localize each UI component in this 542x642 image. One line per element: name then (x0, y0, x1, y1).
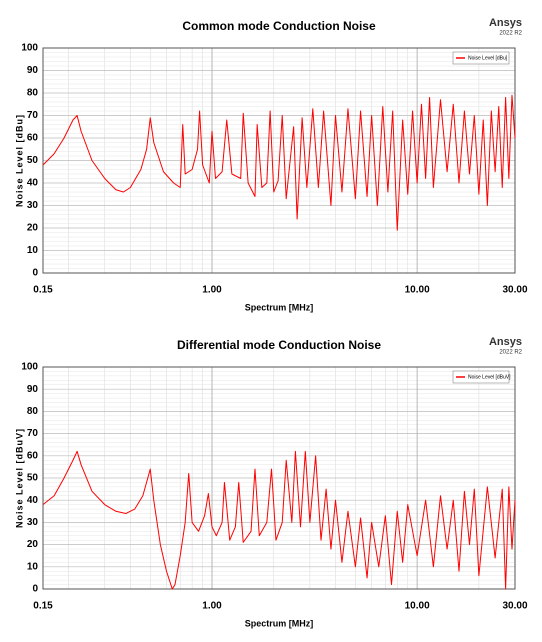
chart-title: Common mode Conduction Noise (182, 19, 376, 33)
legend-box (452, 51, 510, 65)
y-tick-label: 40 (27, 178, 39, 189)
y-tick-label: 60 (27, 450, 39, 461)
y-tick-label: 70 (27, 428, 39, 439)
y-tick-label: 0 (32, 268, 38, 279)
y-tick-label: 10 (27, 245, 39, 256)
data-line (42, 450, 516, 590)
y-tick-label: 50 (27, 155, 39, 166)
x-tick-label: 0.15 (33, 601, 53, 612)
x-tick-label: 1.00 (202, 601, 222, 612)
y-axis-label: Noise Level [dBu] (14, 114, 24, 207)
x-axis-label: Spectrum [MHz] (245, 618, 314, 628)
y-tick-label: 90 (27, 65, 39, 76)
y-tick-label: 30 (27, 517, 39, 528)
y-tick-label: 20 (27, 223, 39, 234)
x-tick-label: 0.15 (33, 285, 53, 296)
watermark-sub: 2022 R2 (499, 350, 522, 356)
y-tick-label: 40 (27, 495, 39, 506)
y-tick-label: 100 (21, 362, 38, 373)
watermark-sub: 2022 R2 (499, 31, 522, 37)
y-tick-label: 50 (27, 473, 39, 484)
data-line (42, 94, 516, 231)
x-tick-label: 30.00 (502, 601, 527, 612)
x-tick-label: 30.00 (502, 285, 527, 296)
y-tick-label: 100 (21, 43, 38, 54)
chart-title: Differential mode Conduction Noise (177, 338, 381, 352)
x-tick-label: 10.00 (405, 601, 430, 612)
y-tick-label: 30 (27, 200, 39, 211)
x-axis-label: Spectrum [MHz] (245, 302, 314, 312)
y-tick-label: 10 (27, 561, 39, 572)
x-tick-label: 1.00 (202, 285, 222, 296)
plot-border (42, 366, 516, 590)
y-tick-label: 20 (27, 539, 39, 550)
legend-box (452, 370, 510, 384)
y-tick-label: 60 (27, 133, 39, 144)
y-tick-label: 80 (27, 88, 39, 99)
plot-border (42, 47, 516, 274)
y-tick-label: 90 (27, 384, 39, 395)
watermark: Ansys (489, 17, 522, 29)
y-tick-label: 80 (27, 406, 39, 417)
legend-label: Noise Level [dBuV] (468, 374, 511, 380)
watermark: Ansys (489, 336, 522, 348)
y-tick-label: 70 (27, 110, 39, 121)
y-tick-label: 0 (32, 584, 38, 595)
legend-label: Noise Level [dBu] (468, 55, 508, 61)
y-axis-label: Noise Level [dBuV] (14, 428, 24, 528)
x-tick-label: 10.00 (405, 285, 430, 296)
